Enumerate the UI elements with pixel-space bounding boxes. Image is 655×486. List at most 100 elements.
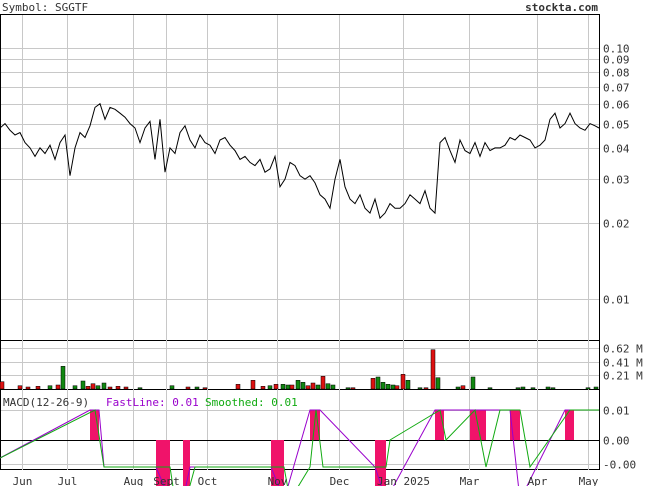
volume-y-tick-label: 0.21 M — [603, 370, 643, 383]
volume-y-tick-label: 0.41 M — [603, 357, 643, 370]
macd-fastline-label: FastLine: 0.01 — [106, 396, 199, 409]
volume-bar — [423, 387, 429, 390]
macd-title: MACD(12-26-9) — [3, 396, 89, 409]
volume-bar — [60, 366, 66, 390]
macd-histogram-bar — [435, 410, 444, 440]
volume-bar — [194, 386, 200, 390]
volume-bar — [550, 387, 556, 390]
macd-histogram-bar — [183, 440, 190, 486]
volume-bar — [400, 374, 406, 390]
volume-bar — [137, 387, 143, 390]
price-y-tick-label: 0.09 — [603, 54, 630, 67]
volume-bar — [273, 384, 279, 390]
volume-bar — [394, 385, 400, 390]
x-tick-label: Jan 2025 — [377, 475, 430, 486]
volume-bar — [430, 349, 436, 390]
volume-bar — [115, 386, 121, 390]
volume-bar — [47, 385, 53, 390]
volume-bar — [185, 386, 191, 390]
volume-bar — [350, 387, 356, 390]
macd-y-tick-label: -0.00 — [603, 459, 636, 472]
volume-bar — [310, 382, 316, 390]
volume-bar — [250, 380, 256, 390]
volume-bar — [295, 380, 301, 390]
volume-bar — [390, 384, 396, 390]
volume-y-tick-label: 0.62 M — [603, 343, 643, 356]
macd-panel — [0, 389, 600, 470]
volume-bar — [375, 376, 381, 390]
volume-bar — [315, 384, 321, 390]
site-label[interactable]: stockta.com — [525, 1, 598, 14]
volume-bar — [325, 383, 331, 390]
volume-bar — [85, 386, 91, 390]
grid-layer — [1, 15, 599, 470]
volume-bar — [460, 385, 466, 390]
macd-y-tick-label: 0.00 — [603, 435, 630, 448]
macd-histogram-bar — [565, 410, 574, 440]
x-tick-label: Jul — [58, 475, 78, 486]
volume-bar — [289, 384, 295, 390]
price-line — [0, 102, 600, 220]
volume-bar — [0, 381, 5, 390]
volume-bar — [101, 382, 107, 390]
volume-bar — [593, 386, 599, 390]
x-tick-label: Jun — [13, 475, 33, 486]
price-y-tick-label: 0.06 — [603, 99, 630, 112]
volume-bar — [90, 383, 96, 390]
price-y-tick-label: 0.03 — [603, 174, 630, 187]
volume-bar — [470, 376, 476, 390]
price-y-tick-label: 0.05 — [603, 119, 630, 132]
volume-bar — [305, 385, 311, 390]
volume-bar — [80, 380, 86, 390]
volume-bar — [260, 386, 266, 390]
volume-bars — [0, 349, 599, 390]
x-tick-label: Dec — [330, 475, 350, 486]
volume-bar — [202, 387, 208, 390]
volume-bar — [487, 387, 493, 390]
price-y-tick-label: 0.01 — [603, 294, 630, 307]
volume-bar — [280, 384, 286, 390]
volume-bar — [380, 382, 386, 390]
volume-bar — [235, 384, 241, 390]
volume-bar — [25, 386, 31, 390]
volume-bar — [169, 385, 175, 390]
volume-bar — [405, 380, 411, 390]
volume-bar — [345, 387, 351, 390]
macd-y-tick-label: 0.01 — [603, 405, 630, 418]
volume-bar — [72, 385, 78, 390]
macd-smoothed-line — [0, 408, 599, 486]
macd-histogram-bar — [310, 410, 320, 440]
x-tick-label: Mar — [460, 475, 480, 486]
symbol-label: Symbol: SGGTF — [2, 1, 88, 14]
volume-bar — [455, 386, 461, 390]
volume-bar — [285, 384, 291, 390]
x-tick-label: Sept — [153, 475, 180, 486]
volume-bar — [330, 384, 336, 390]
macd-histogram-bar — [375, 440, 386, 486]
volume-bar — [17, 385, 23, 390]
x-tick-label: Apr — [528, 475, 548, 486]
volume-bar — [520, 386, 526, 390]
volume-bar — [107, 386, 113, 390]
volume-bar — [35, 386, 41, 390]
price-layer — [0, 102, 600, 220]
price-y-tick-label: 0.04 — [603, 143, 630, 156]
macd-histogram-bar — [510, 410, 520, 440]
volume-bar — [417, 387, 423, 390]
macd-smoothed-label: Smoothed: 0.01 — [205, 396, 298, 409]
price-panel — [0, 14, 600, 341]
volume-bar — [385, 384, 391, 390]
volume-bar — [370, 378, 376, 390]
price-y-tick-label: 0.08 — [603, 67, 630, 80]
x-tick-label: Aug — [124, 475, 144, 486]
volume-bar — [267, 385, 273, 390]
volume-bar — [55, 384, 61, 390]
macd-fastline — [0, 409, 599, 486]
macd-histogram-bar — [90, 410, 99, 440]
volume-bar — [515, 387, 521, 390]
volume-bar — [300, 382, 306, 390]
volume-bar — [585, 387, 591, 390]
price-y-tick-label: 0.07 — [603, 82, 630, 95]
label-layer: Jun Jul Aug Sept Oct Nov Dec Jan 2025 Mar Apr May 0… — [13, 43, 644, 486]
